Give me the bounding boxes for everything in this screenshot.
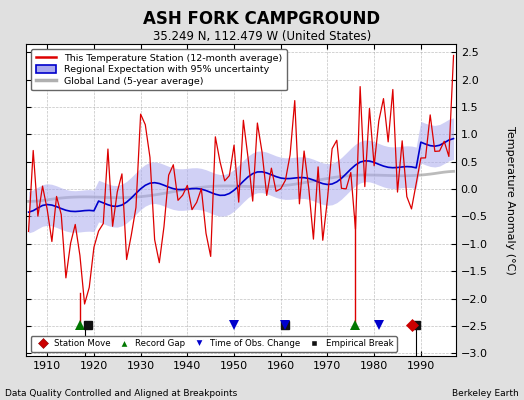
Text: ASH FORK CAMPGROUND: ASH FORK CAMPGROUND bbox=[144, 10, 380, 28]
Text: Data Quality Controlled and Aligned at Breakpoints: Data Quality Controlled and Aligned at B… bbox=[5, 389, 237, 398]
Text: 35.249 N, 112.479 W (United States): 35.249 N, 112.479 W (United States) bbox=[153, 30, 371, 43]
Legend: Station Move, Record Gap, Time of Obs. Change, Empirical Break: Station Move, Record Gap, Time of Obs. C… bbox=[30, 336, 397, 352]
Y-axis label: Temperature Anomaly (°C): Temperature Anomaly (°C) bbox=[505, 126, 515, 274]
Text: Berkeley Earth: Berkeley Earth bbox=[452, 389, 519, 398]
